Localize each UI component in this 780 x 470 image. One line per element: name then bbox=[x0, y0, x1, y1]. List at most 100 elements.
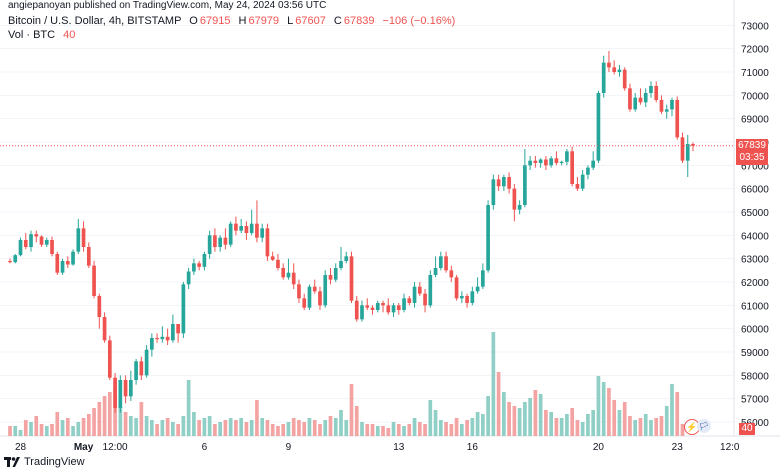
candle bbox=[654, 81, 659, 103]
volume-bar bbox=[234, 420, 238, 436]
time-tick-label: 23 bbox=[672, 442, 684, 453]
candle-body bbox=[612, 67, 617, 72]
volume-bar bbox=[407, 424, 412, 436]
candle bbox=[680, 132, 685, 163]
candle-body bbox=[171, 324, 175, 341]
volume-bar bbox=[517, 408, 522, 436]
legend-volume: Vol · BTC 40 bbox=[8, 29, 75, 41]
tradingview-logo-icon bbox=[4, 457, 20, 467]
volume-bar bbox=[454, 418, 459, 436]
volume-bar bbox=[55, 412, 60, 436]
volume-bar bbox=[228, 418, 233, 436]
candle bbox=[360, 300, 364, 322]
volume-bar bbox=[23, 420, 28, 436]
volume-bar bbox=[155, 424, 159, 436]
volume-bar bbox=[13, 426, 18, 436]
time-tick-label: 13 bbox=[393, 442, 405, 453]
symbol-title[interactable]: Bitcoin / U.S. Dollar, 4h, BITSTAMP bbox=[8, 15, 182, 27]
volume-bar bbox=[97, 402, 102, 436]
ohlc-open: 67915 bbox=[199, 15, 231, 27]
volume-label[interactable]: Vol · BTC bbox=[8, 29, 56, 41]
candle-body bbox=[249, 223, 254, 233]
candle-body bbox=[643, 93, 648, 103]
candle-body bbox=[596, 93, 601, 161]
candle-body bbox=[344, 256, 349, 261]
volume-bar bbox=[375, 426, 380, 436]
price-tick-label: 70000 bbox=[741, 91, 769, 102]
candle bbox=[65, 256, 70, 268]
candle bbox=[276, 254, 280, 271]
candle-body bbox=[465, 296, 469, 303]
candle-body bbox=[649, 86, 653, 93]
volume-bar bbox=[649, 420, 653, 436]
candle bbox=[76, 219, 81, 254]
candle-body bbox=[265, 228, 270, 257]
volume-bar bbox=[139, 402, 144, 436]
candle-body bbox=[396, 305, 401, 310]
volume-bar bbox=[428, 400, 433, 436]
volume-bar bbox=[659, 416, 664, 436]
candle bbox=[123, 375, 128, 404]
volume-bar bbox=[186, 380, 191, 436]
candle-body bbox=[559, 161, 564, 163]
candle bbox=[176, 324, 180, 343]
candle bbox=[213, 228, 217, 252]
volume-bar bbox=[670, 384, 674, 436]
volume-bar bbox=[34, 416, 39, 436]
candle bbox=[144, 345, 149, 378]
candle bbox=[297, 279, 301, 303]
candle bbox=[81, 221, 86, 252]
candle bbox=[675, 96, 680, 140]
volume-bar bbox=[607, 388, 611, 436]
candle bbox=[307, 284, 312, 310]
candle-body bbox=[617, 69, 622, 72]
candle-body bbox=[65, 261, 70, 265]
candle-body bbox=[607, 62, 611, 68]
volume-bar bbox=[575, 420, 580, 436]
candle bbox=[570, 146, 575, 187]
time-tick-label: 16 bbox=[467, 442, 479, 453]
volume-bar bbox=[559, 418, 564, 436]
candle bbox=[265, 223, 270, 261]
candle bbox=[165, 328, 170, 345]
flag-icon[interactable]: 🏳 bbox=[697, 419, 711, 433]
volume-bar bbox=[192, 412, 196, 436]
ohlc-change: −106 (−0.16%) bbox=[382, 15, 456, 27]
candle bbox=[402, 293, 406, 313]
time-tick-label: 12:00 bbox=[103, 442, 128, 453]
candle-body bbox=[297, 284, 301, 299]
volume-bar bbox=[197, 420, 201, 436]
candle-body bbox=[428, 275, 433, 306]
candle-body bbox=[223, 237, 228, 245]
volume-bar bbox=[570, 408, 575, 436]
legend-ohlc: Bitcoin / U.S. Dollar, 4h, BITSTAMP O 679… bbox=[8, 15, 455, 27]
volume-bar bbox=[538, 394, 543, 436]
volume-bar bbox=[107, 392, 112, 436]
candle bbox=[601, 55, 606, 98]
volume-bar bbox=[65, 418, 70, 436]
candle-body bbox=[349, 256, 354, 301]
candle bbox=[23, 233, 28, 250]
candle-body bbox=[454, 277, 459, 299]
volume-bar bbox=[654, 418, 659, 436]
volume-bar bbox=[223, 420, 228, 436]
time-tick-label: 28 bbox=[15, 442, 27, 453]
volume-bar bbox=[370, 424, 375, 436]
candle-body bbox=[586, 167, 590, 175]
candle bbox=[528, 156, 532, 170]
candle bbox=[107, 335, 112, 380]
candle bbox=[281, 263, 286, 280]
tradingview-footer[interactable]: TradingView bbox=[4, 456, 85, 468]
volume-bar bbox=[601, 382, 606, 436]
price-tick-label: 67000 bbox=[741, 161, 769, 172]
volume-bar bbox=[412, 418, 417, 436]
candle-body bbox=[97, 296, 102, 317]
candle bbox=[186, 268, 191, 289]
candle-body bbox=[481, 270, 485, 287]
candle bbox=[249, 209, 254, 236]
candle bbox=[134, 359, 138, 385]
candle bbox=[92, 261, 96, 299]
candle-body bbox=[533, 160, 538, 163]
candle-body bbox=[538, 159, 543, 163]
